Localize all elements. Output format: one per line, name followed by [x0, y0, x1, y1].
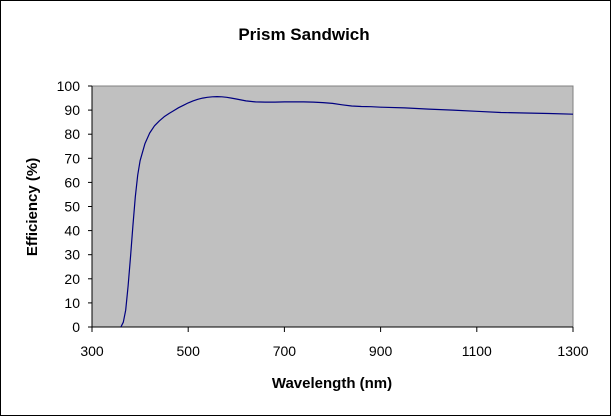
y-tick-label: 90 [64, 102, 80, 118]
y-tick-label: 0 [72, 319, 80, 335]
x-tick-label: 700 [273, 343, 297, 359]
x-tick-label: 300 [80, 343, 104, 359]
plot-area [91, 85, 574, 328]
series-line-0 [120, 95, 574, 328]
y-tick-label: 100 [57, 78, 81, 94]
y-tick-label: 70 [64, 150, 80, 166]
x-tick-label: 1100 [462, 343, 492, 359]
y-tick-label: 50 [64, 199, 80, 215]
series-layer [120, 95, 574, 328]
y-tick-label: 80 [64, 126, 80, 142]
x-axis: 300 500 700 900 1100 1300 [80, 326, 589, 359]
x-tick-label: 500 [177, 343, 201, 359]
chart-title: Prism Sandwich [238, 25, 369, 44]
y-tick-label: 30 [64, 247, 80, 263]
x-tick-label: 900 [369, 343, 393, 359]
y-tick-label: 10 [64, 295, 80, 311]
x-tick-label: 1300 [557, 343, 588, 359]
y-tick-label: 60 [64, 174, 80, 190]
y-axis: 0 10 20 30 40 50 60 70 80 90 100 [57, 78, 93, 335]
y-axis-title: Efficiency (%) [24, 158, 41, 256]
x-axis-title: Wavelength (nm) [272, 375, 392, 392]
y-tick-label: 20 [64, 271, 80, 287]
y-tick-label: 40 [64, 223, 80, 239]
